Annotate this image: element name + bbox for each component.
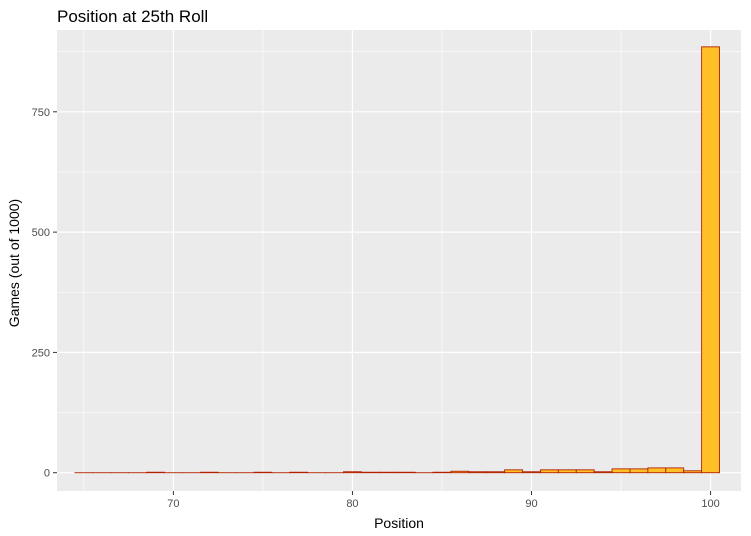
histogram-bar [611, 468, 631, 474]
histogram-bar [540, 469, 559, 474]
x-tick-label: 90 [525, 498, 537, 510]
y-tick-label: 0 [44, 468, 50, 480]
x-tick-label: 100 [701, 498, 719, 510]
x-axis: 70 80 90 100 [167, 491, 720, 510]
x-tick-label: 70 [167, 498, 179, 510]
bars [74, 46, 720, 474]
histogram-bar [450, 470, 470, 474]
histogram-bar [557, 469, 577, 474]
y-tick-label: 500 [32, 227, 50, 239]
histogram-bar [486, 471, 506, 474]
histogram-bar [575, 469, 595, 474]
histogram-bar [683, 470, 703, 474]
histogram-bar [647, 467, 667, 474]
y-tick-label: 250 [32, 347, 50, 359]
y-axis: 0 250 500 750 [32, 107, 57, 480]
histogram-bar [522, 471, 541, 474]
chart-title: Position at 25th Roll [57, 7, 208, 26]
histogram-bar [701, 46, 720, 474]
histogram-bar [343, 471, 362, 474]
histogram-bar [629, 468, 649, 474]
histogram-bar [593, 471, 613, 474]
y-tick-label: 750 [32, 107, 50, 119]
histogram-bar [665, 467, 685, 474]
plot-panel [57, 30, 741, 491]
histogram-bar [468, 471, 488, 474]
histogram-bar [504, 469, 523, 474]
x-tick-label: 80 [346, 498, 358, 510]
x-axis-title: Position [374, 515, 424, 531]
y-axis-title: Games (out of 1000) [6, 199, 22, 327]
